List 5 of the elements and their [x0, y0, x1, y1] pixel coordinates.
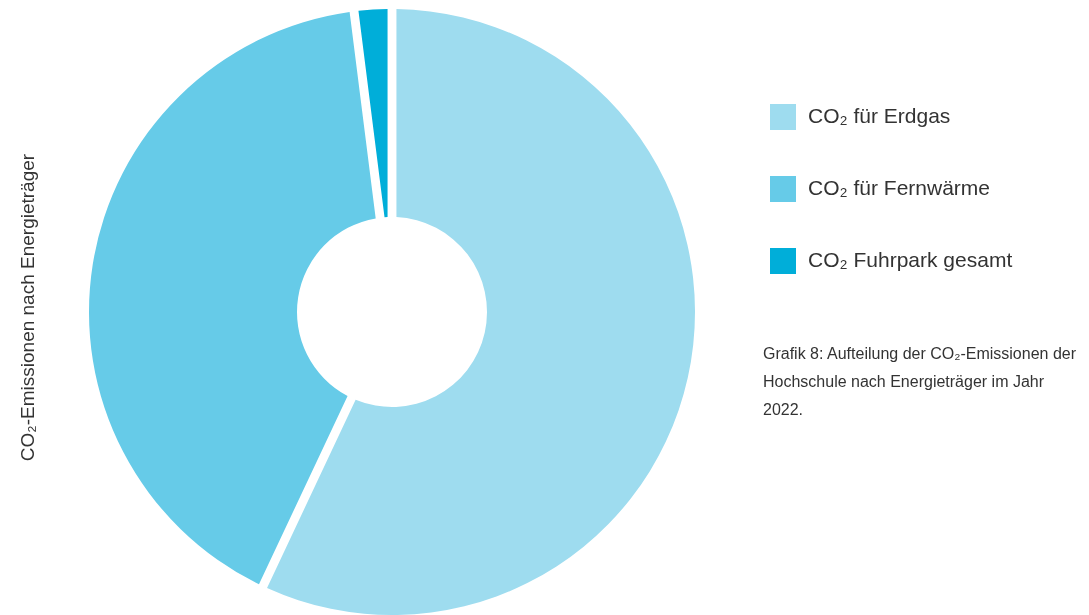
legend-label: CO₂ Fuhrpark gesamt: [808, 248, 1013, 271]
text: CO₂-Emissionen nach Energieträger: [17, 153, 38, 462]
text: Grafik 8: Aufteilung der CO₂-Emissionen der Hochschule nach Energieträger im Jahr 2022.: [763, 344, 1077, 420]
legend-label: CO₂ für Erdgas: [808, 104, 951, 127]
legend-label: CO₂ für Fernwärme: [808, 176, 991, 199]
